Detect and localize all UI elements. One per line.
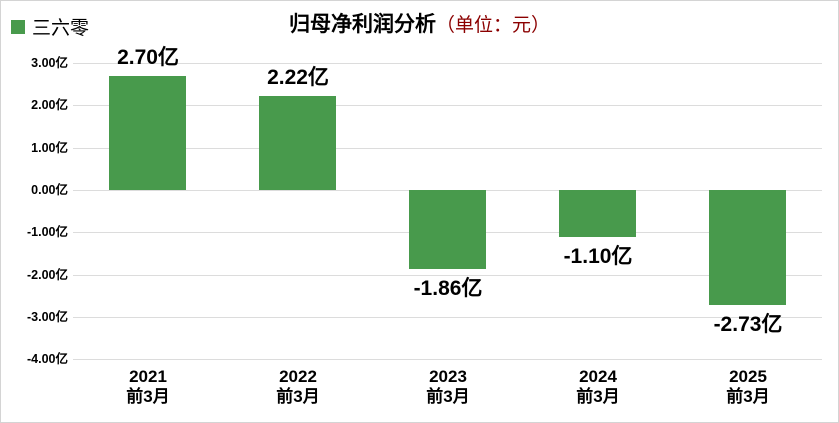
y-axis-tick-label: 0.00亿	[31, 183, 68, 197]
x-axis-category-label: 2022 前3月	[228, 367, 368, 407]
legend-series-label: 三六零	[32, 18, 90, 39]
bar	[559, 190, 636, 237]
gridline	[73, 105, 822, 106]
bar-value-label: -1.10亿	[563, 245, 633, 268]
x-axis-category-label: 2021 前3月	[78, 367, 218, 407]
x-axis-category-year: 2023	[429, 367, 467, 386]
legend-swatch-icon	[11, 19, 25, 34]
bar-value-label: 2.22亿	[267, 66, 329, 89]
x-axis-category-year: 2021	[129, 367, 167, 386]
x-axis-category-label: 2025 前3月	[678, 367, 818, 407]
x-axis-category-period: 前3月	[726, 387, 770, 406]
x-axis-category-label: 2023 前3月	[378, 367, 518, 407]
gridline	[73, 63, 822, 64]
y-axis-tick-label: -3.00亿	[27, 310, 68, 324]
y-axis-tick-label: -1.00亿	[27, 225, 68, 239]
x-axis-category-label: 2024 前3月	[528, 367, 668, 407]
bar	[259, 96, 336, 190]
bar-value-label: 2.70亿	[117, 46, 179, 69]
y-axis-tick-label: -4.00亿	[27, 352, 68, 366]
x-axis-category-period: 前3月	[276, 387, 320, 406]
chart-title-unit: （单位：元）	[435, 15, 550, 36]
chart-title: 归母净利润分析（单位：元）	[1, 8, 838, 38]
gridline	[73, 317, 822, 318]
bar	[109, 76, 186, 190]
x-axis-category-year: 2024	[579, 367, 617, 386]
x-axis-category-year: 2025	[729, 367, 767, 386]
x-axis-category-period: 前3月	[576, 387, 620, 406]
y-axis-tick-label: 3.00亿	[31, 56, 68, 70]
x-axis-category-period: 前3月	[426, 387, 470, 406]
legend: 三六零	[11, 13, 89, 40]
y-axis-tick-label: 1.00亿	[31, 141, 68, 155]
gridline	[73, 359, 822, 360]
gridline	[73, 148, 822, 149]
x-axis-category-period: 前3月	[126, 387, 170, 406]
bar-value-label: -1.86亿	[413, 277, 483, 300]
bar	[409, 190, 486, 269]
x-axis-category-year: 2022	[279, 367, 317, 386]
bar	[709, 190, 786, 305]
y-axis-tick-label: -2.00亿	[27, 268, 68, 282]
bar-value-label: -2.73亿	[713, 313, 783, 336]
gridline	[73, 275, 822, 276]
chart-title-text: 归母净利润分析	[288, 13, 436, 36]
y-axis-tick-label: 2.00亿	[31, 98, 68, 112]
